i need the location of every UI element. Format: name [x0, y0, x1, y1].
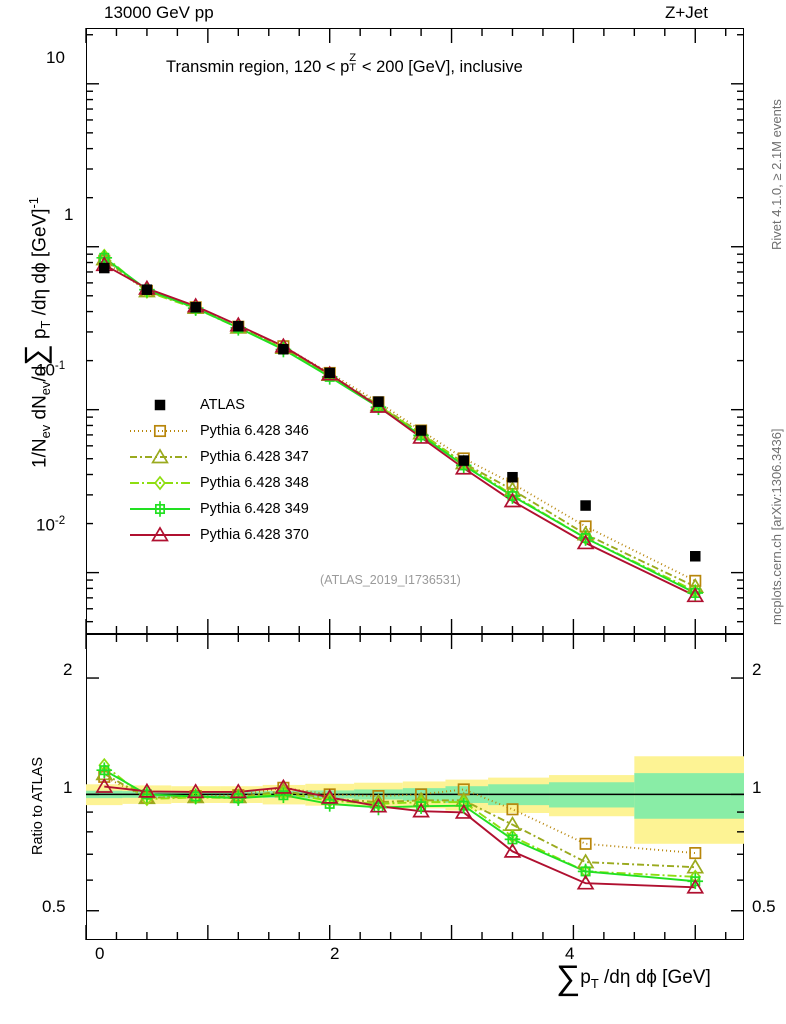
ratio-ytick-1-left-text: 1	[63, 778, 73, 797]
legend-label-p348: Pythia 6.428 348	[200, 475, 309, 491]
legend-item-p347[interactable]: Pythia 6.428 347	[128, 444, 309, 470]
xtick-0-text: 0	[95, 944, 105, 963]
ylab-s1: ev	[38, 424, 54, 439]
legend-item-p349[interactable]: Pythia 6.428 349	[128, 496, 309, 522]
main-ytick-0p01-text: 10	[36, 515, 55, 535]
xtick-4-text: 4	[565, 944, 575, 963]
xaxis-label: ∑pT /dη dϕ [GeV]	[556, 961, 711, 995]
main-ytick-0p1-text: 10	[36, 360, 55, 380]
ylab-p2: dN	[29, 395, 51, 425]
xtick-2-text: 2	[330, 944, 340, 963]
main-ytick-1-text: 1	[64, 205, 74, 224]
legend-key-p346	[128, 418, 192, 444]
main-ytick-0p01: 10-2	[36, 515, 65, 536]
main-ytick-0p1-sup: -1	[54, 360, 66, 372]
xlab-sub: T	[590, 975, 599, 991]
mcplots-credit: mcplots.cern.ch [arXiv:1306.3436]	[769, 428, 786, 640]
ratio-ytick-1-left: 1	[63, 778, 72, 798]
title-sub: T	[349, 62, 357, 74]
main-ytick-0p01-sup: -2	[54, 515, 66, 527]
ratio-ytick-0p5-left: 0.5	[42, 897, 66, 917]
main-ytick-10: 10	[46, 48, 65, 68]
xlab-tail: /dη dϕ [GeV]	[598, 967, 711, 988]
ratio-panel-frame	[86, 634, 744, 940]
ylab-p1: 1/N	[29, 438, 51, 468]
main-ytick-10-text: 10	[46, 48, 65, 67]
title-tail: < 200 [GeV], inclusive	[357, 58, 523, 76]
legend-key-p370	[128, 522, 192, 548]
legend-key-p348	[128, 470, 192, 496]
title-head: Transmin region, 120 < p	[166, 58, 350, 76]
mcplots-credit-text: mcplots.cern.ch [arXiv:1306.3436]	[769, 428, 784, 625]
legend-label-p347: Pythia 6.428 347	[200, 449, 309, 465]
legend-label-p370: Pythia 6.428 370	[200, 527, 309, 543]
ratio-ytick-0p5-right: 0.5	[752, 897, 776, 917]
xtick-4: 4	[565, 944, 574, 964]
legend-item-p348[interactable]: Pythia 6.428 348	[128, 470, 309, 496]
ratio-ytick-0p5-right-text: 0.5	[752, 897, 776, 916]
legend-label-atlas: ATLAS	[200, 397, 245, 413]
legend-item-p346[interactable]: Pythia 6.428 346	[128, 418, 309, 444]
rivet-credit: Rivet 4.1.0, ≥ 2.1M events	[769, 99, 786, 265]
ratio-ytick-0p5-left-text: 0.5	[42, 897, 66, 916]
rivet-credit-text: Rivet 4.1.0, ≥ 2.1M events	[769, 99, 784, 250]
legend-label-p346: Pythia 6.428 346	[200, 423, 309, 439]
main-ytick-1: 1	[64, 205, 73, 225]
ratio-ytick-1-right-text: 1	[752, 778, 762, 797]
legend-item-atlas[interactable]: ATLAS	[128, 392, 309, 418]
xtick-2: 2	[330, 944, 339, 964]
legend-key-p347	[128, 444, 192, 470]
title-sup: Z	[349, 52, 357, 64]
main-panel-watermark: (ATLAS_2019_I1736531)	[320, 573, 461, 587]
legend: ATLAS Pythia 6.428 346 Pythia 6.428 347 Pyt…	[128, 392, 309, 548]
xlab-p: p	[580, 967, 591, 988]
header-left: 13000 GeV pp	[104, 3, 214, 22]
xlab-sigma: ∑	[556, 959, 581, 997]
ylab-p4: p	[29, 328, 51, 345]
legend-label-p349: Pythia 6.428 349	[200, 501, 309, 517]
ratio-ytick-2-left: 2	[63, 660, 72, 680]
legend-item-p370[interactable]: Pythia 6.428 370	[128, 522, 309, 548]
legend-key-atlas	[128, 392, 192, 418]
ratio-ytick-2-right-text: 2	[752, 660, 762, 679]
ylab-s3: T	[38, 320, 54, 329]
ratio-ytick-2-right: 2	[752, 660, 761, 680]
ratio-ytick-1-right: 1	[752, 778, 761, 798]
ylab-p5: /dη dϕ [GeV]	[29, 208, 51, 321]
legend-key-p349	[128, 496, 192, 522]
xtick-0: 0	[95, 944, 104, 964]
ylab-s2: ev	[38, 381, 54, 396]
main-panel-frame	[86, 28, 744, 634]
ylab-sup: -1	[26, 197, 41, 209]
main-ytick-0p1: 10-1	[36, 360, 65, 381]
header-right: Z+Jet	[665, 3, 708, 22]
main-ylabel-text: 1/Nev dNev/d∑ pT /dη dϕ [GeV]-1	[19, 197, 54, 468]
ratio-ylabel-text: Ratio to ATLAS	[30, 756, 46, 855]
ratio-ytick-2-left-text: 2	[63, 660, 73, 679]
